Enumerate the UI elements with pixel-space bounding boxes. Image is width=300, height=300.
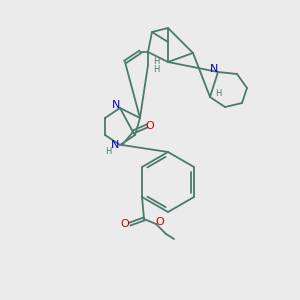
Text: O: O [121, 219, 129, 229]
Text: N: N [210, 64, 218, 74]
Text: O: O [146, 121, 154, 131]
Text: H: H [153, 58, 159, 67]
Text: H: H [215, 88, 221, 98]
Text: O: O [156, 217, 164, 227]
Text: N: N [112, 100, 120, 110]
Text: N: N [111, 140, 119, 150]
Text: H: H [153, 65, 159, 74]
Text: H: H [105, 146, 111, 155]
